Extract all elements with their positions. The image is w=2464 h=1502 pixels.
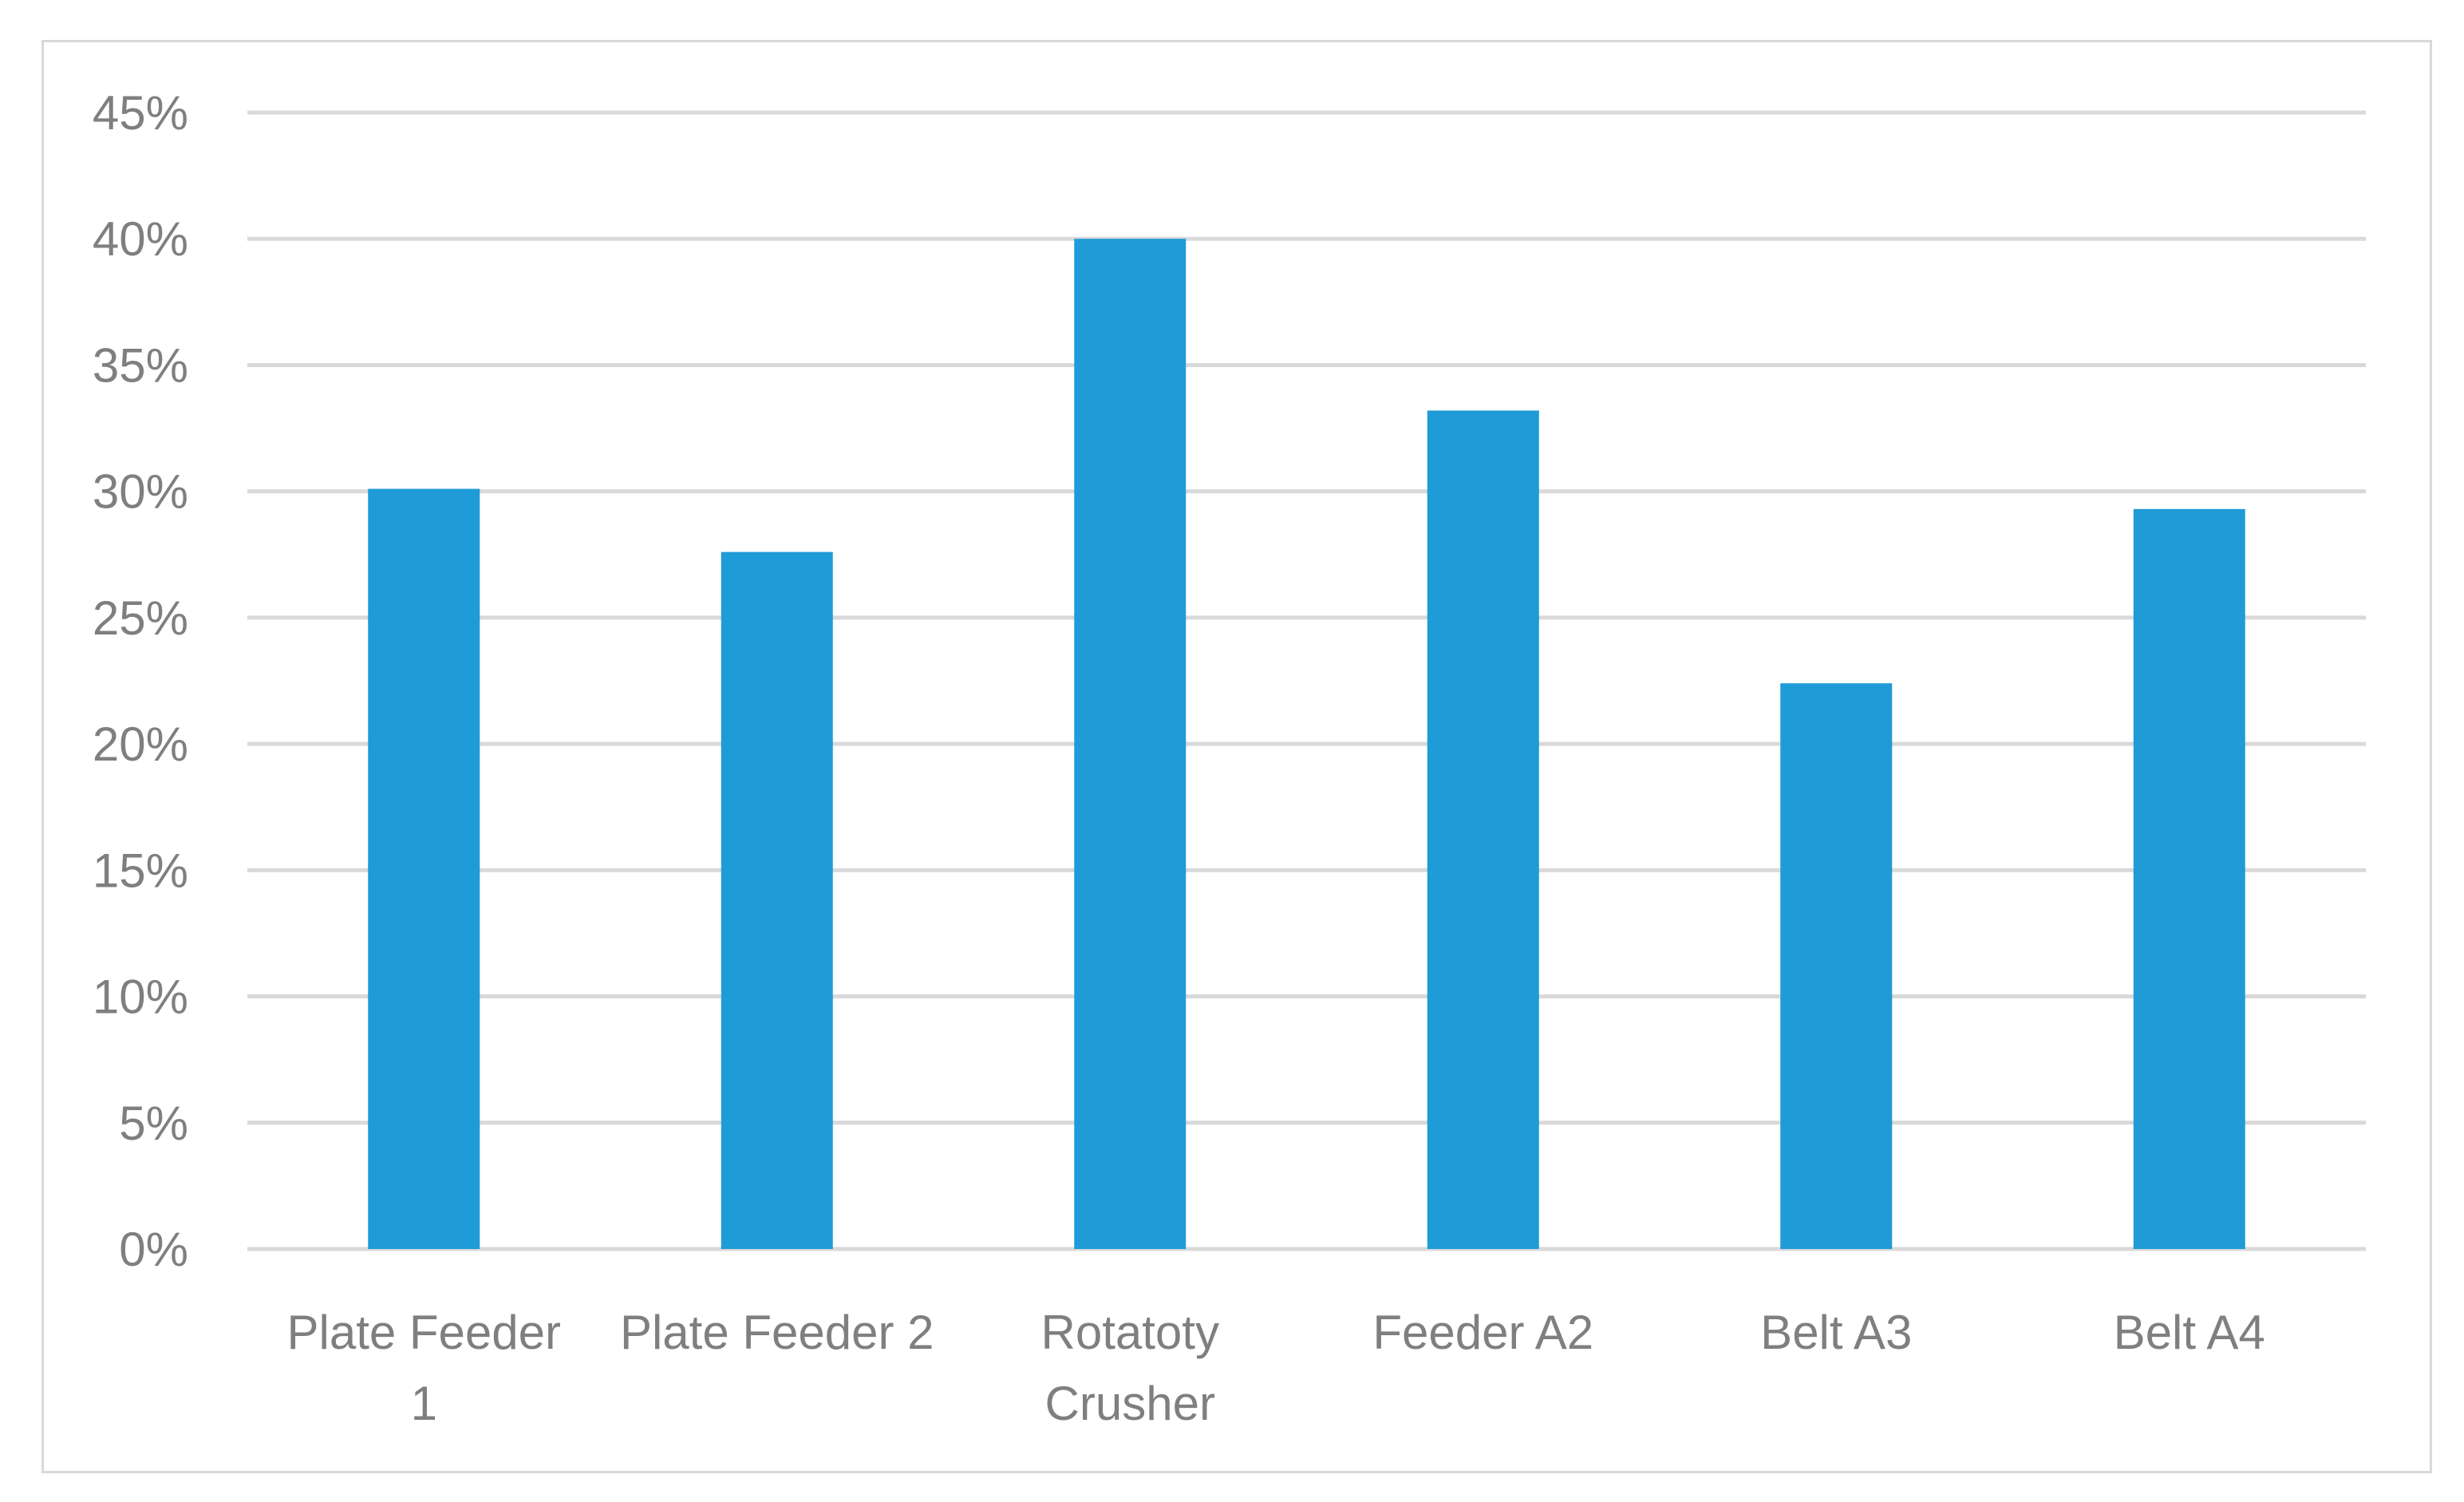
bar-2 [1074, 239, 1187, 1250]
y-tick-label: 40% [93, 212, 188, 266]
y-tick-label: 25% [93, 591, 188, 645]
y-tick-label: 45% [93, 86, 188, 140]
x-category-label: Crusher [1045, 1377, 1215, 1430]
y-tick-label: 35% [93, 338, 188, 392]
y-tick-label: 20% [93, 717, 188, 771]
x-category-label: Feeder A2 [1372, 1306, 1593, 1359]
y-tick-label: 10% [93, 970, 188, 1024]
y-tick-label: 5% [119, 1097, 188, 1150]
y-tick-label: 30% [93, 465, 188, 519]
bar-1 [721, 551, 833, 1249]
x-category-label: Belt A4 [2114, 1306, 2265, 1359]
x-category-label: Rotatoty [1041, 1306, 1219, 1359]
bars [368, 239, 2245, 1250]
bar-4 [1780, 683, 1893, 1249]
bar-5 [2133, 508, 2245, 1249]
bar-3 [1427, 410, 1539, 1249]
y-axis-tick-labels: 0% 5% 10% 15% 20% 25% 30% 35% 40% 45% [93, 86, 188, 1276]
x-category-label: Belt A3 [1760, 1306, 1912, 1359]
x-axis-category-labels: Plate Feeder 1 Plate Feeder 2 Rotatoty Crush… [286, 1306, 2265, 1430]
bar-0 [368, 488, 480, 1249]
x-category-label: Plate Feeder [286, 1306, 561, 1359]
x-category-label: Plate Feeder 2 [620, 1306, 934, 1359]
y-tick-label: 15% [93, 844, 188, 897]
y-tick-label: 0% [119, 1223, 188, 1276]
x-category-label: 1 [411, 1377, 437, 1430]
gridlines [247, 110, 2366, 1251]
